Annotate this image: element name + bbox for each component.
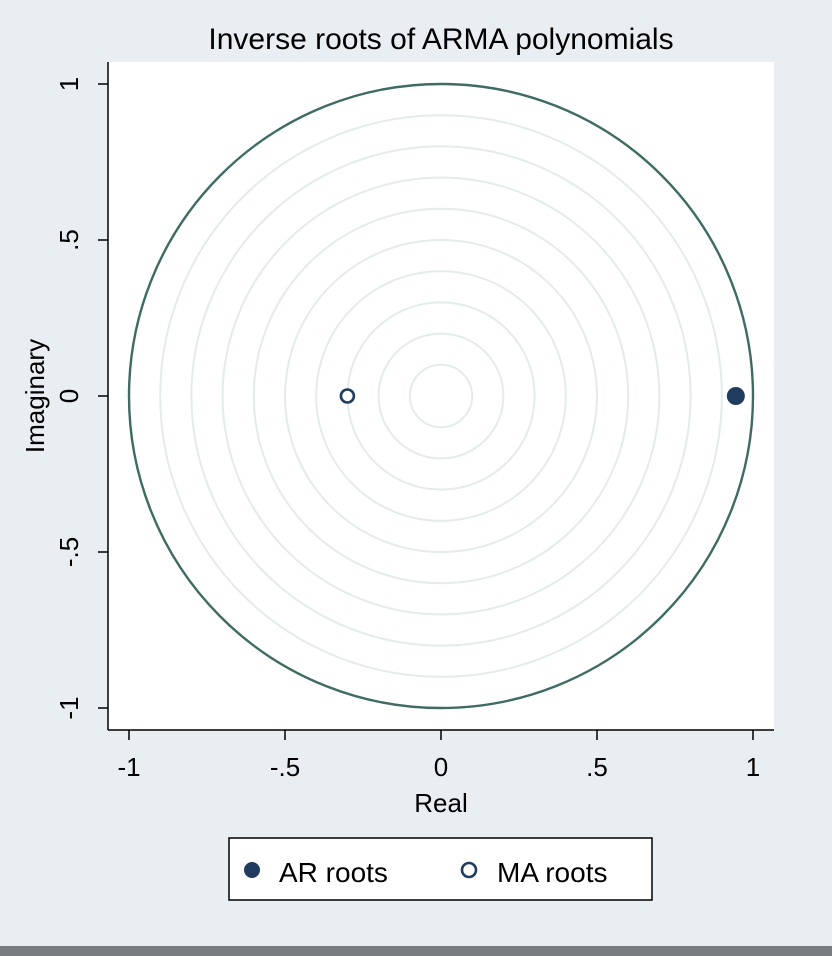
grid-circle: [159, 114, 723, 678]
grid-circle: [221, 176, 661, 616]
y-tick-label: -.5: [54, 537, 84, 567]
data-points: [339, 387, 745, 405]
y-tick-label: 1: [54, 77, 84, 91]
x-axis-ticks: -1 -.5 0 .5 1: [117, 730, 760, 782]
grid-circle: [377, 332, 505, 460]
legend-box: [228, 837, 653, 901]
grid-circle: [408, 363, 474, 429]
ar-root-point: [726, 387, 745, 405]
bottom-bar: [0, 946, 832, 956]
ma-root-point: [339, 388, 356, 404]
y-axis-title: Imaginary: [20, 339, 50, 453]
grid-circle: [252, 207, 630, 585]
x-tick-label: -.5: [270, 752, 300, 782]
legend-marker-ar: [244, 862, 260, 878]
x-axis-title: Real: [414, 788, 467, 818]
grid-circles: [159, 114, 723, 678]
grid-circle: [315, 270, 567, 522]
legend: AR roots MA roots: [228, 837, 653, 901]
x-tick-label: -1: [117, 752, 140, 782]
y-tick-label: 0: [54, 389, 84, 403]
unit-circle: [127, 82, 755, 710]
grid-circle: [190, 145, 692, 647]
y-axis-ticks: -1 -.5 0 .5 1: [54, 77, 108, 720]
grid-circle: [284, 239, 598, 553]
y-tick-label: .5: [54, 229, 84, 251]
y-tick-label: -1: [54, 696, 84, 719]
x-tick-label: 1: [746, 752, 760, 782]
x-tick-label: 0: [434, 752, 448, 782]
chart-title: Inverse roots of ARMA polynomials: [208, 23, 673, 56]
legend-label-ar: AR roots: [279, 857, 388, 888]
x-tick-label: .5: [586, 752, 608, 782]
plot-area: [108, 62, 774, 730]
legend-marker-ma: [460, 861, 478, 879]
legend-label-ma: MA roots: [497, 857, 607, 888]
